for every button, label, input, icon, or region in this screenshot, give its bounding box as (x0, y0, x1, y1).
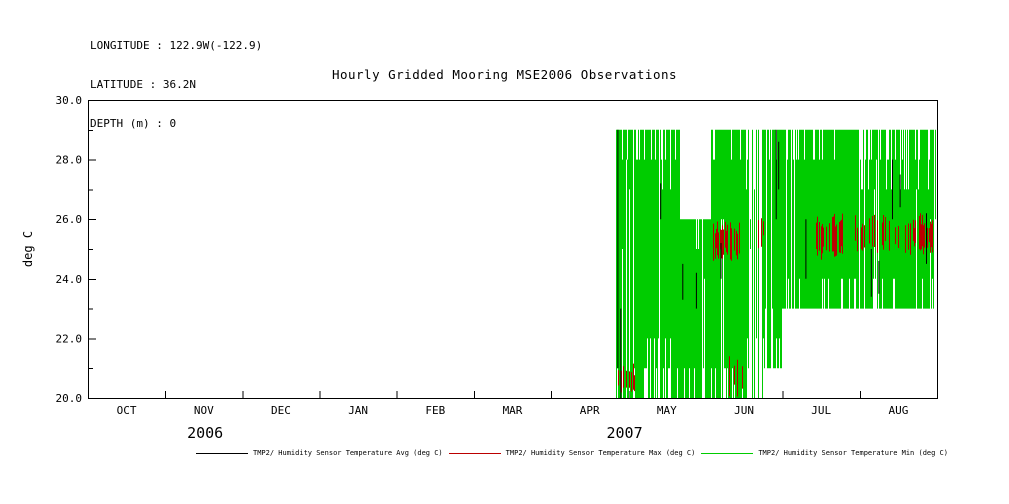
month-label: FEB (425, 404, 445, 417)
legend: TMP2/ Humidity Sensor Temperature Avg (d… (196, 449, 948, 457)
month-label: JUL (811, 404, 831, 417)
latitude-text: LATITUDE : 36.2N (90, 78, 196, 91)
month-label: DEC (271, 404, 291, 417)
legend-label-max: TMP2/ Humidity Sensor Temperature Max (d… (505, 449, 696, 457)
avg-series-line (617, 129, 927, 398)
legend-entry-min: TMP2/ Humidity Sensor Temperature Min (d… (701, 449, 948, 457)
month-label: APR (580, 404, 600, 417)
legend-entry-avg: TMP2/ Humidity Sensor Temperature Avg (d… (196, 449, 443, 457)
y-tick-label: 24.0 (56, 273, 83, 286)
legend-label-avg: TMP2/ Humidity Sensor Temperature Avg (d… (253, 449, 443, 457)
month-label: AUG (888, 404, 908, 417)
y-tick-label: 26.0 (56, 213, 83, 226)
month-label: NOV (194, 404, 214, 417)
chart-title: Hourly Gridded Mooring MSE2006 Observati… (331, 67, 678, 82)
year-label: 2007 (607, 424, 643, 442)
y-tick-label: 20.0 (56, 392, 83, 405)
y-axis-label: deg C (21, 231, 35, 267)
month-label: MAR (503, 404, 523, 417)
month-label: JUN (734, 404, 754, 417)
legend-entry-max: TMP2/ Humidity Sensor Temperature Max (d… (448, 449, 696, 457)
y-tick-label: 28.0 (56, 154, 83, 167)
y-tick-label: 30.0 (56, 94, 83, 107)
max-line-swatch (448, 452, 501, 454)
depth-text: DEPTH (m) : 0 (90, 117, 177, 130)
avg-line-swatch (196, 452, 248, 454)
longitude-text: LONGITUDE : 122.9W(-122.9) (90, 39, 263, 52)
plot-frame (88, 100, 938, 399)
max-series-line (618, 213, 933, 397)
location-info: LONGITUDE : 122.9W(-122.9) LATITUDE : 36… (90, 13, 262, 156)
y-tick-label: 22.0 (56, 332, 83, 345)
min-line-swatch (701, 452, 754, 454)
month-label: OCT (117, 404, 137, 417)
month-label: JAN (348, 404, 368, 417)
year-label: 2006 (187, 424, 223, 442)
legend-label-min: TMP2/ Humidity Sensor Temperature Min (d… (758, 449, 948, 457)
month-label: MAY (657, 404, 677, 417)
